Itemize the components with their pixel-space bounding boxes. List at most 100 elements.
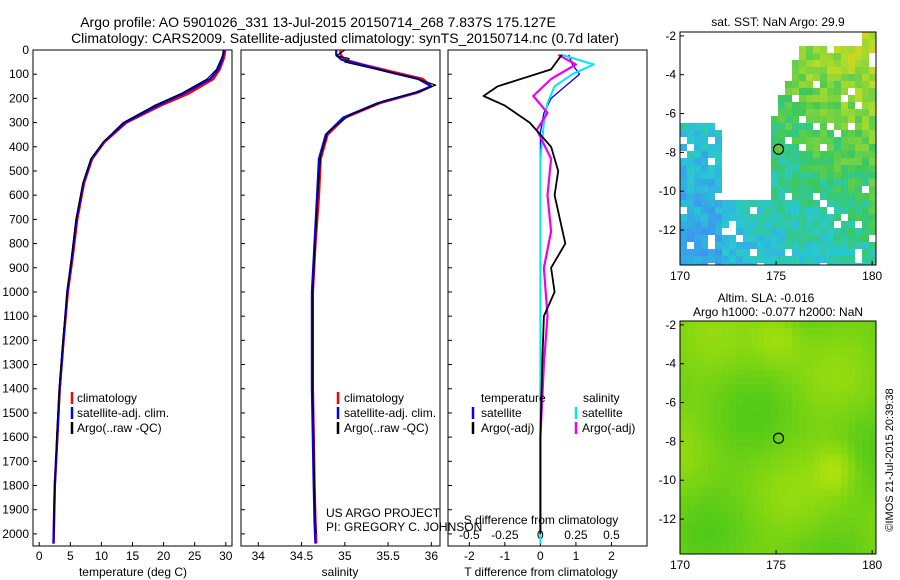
- sla-cell: [757, 475, 764, 482]
- sla-cell: [778, 468, 785, 475]
- sst-cell: [855, 116, 862, 123]
- sla-cell: [813, 447, 820, 454]
- sla-cell: [820, 489, 827, 496]
- sla-cell: [820, 475, 827, 482]
- sla-cell: [750, 447, 757, 454]
- sst-cell: [792, 60, 799, 67]
- sst-cell: [778, 186, 785, 193]
- sla-cell: [750, 356, 757, 363]
- sla-cell: [855, 461, 862, 468]
- sla-cell: [757, 447, 764, 454]
- sst-cell: [694, 144, 701, 151]
- sst-cell: [708, 193, 715, 200]
- sst-cell: [708, 172, 715, 179]
- sla-cell: [687, 531, 694, 538]
- sst-cell: [834, 249, 841, 256]
- sla-cell: [848, 552, 855, 554]
- sst-cell: [869, 165, 876, 172]
- sla-cell: [813, 475, 820, 482]
- sla-cell: [820, 496, 827, 503]
- sla-cell: [848, 349, 855, 356]
- sla-cell: [827, 461, 834, 468]
- sst-cell: [757, 249, 764, 256]
- sla-cell: [722, 419, 729, 426]
- sst-cell: [680, 193, 687, 200]
- sla-cell: [771, 398, 778, 405]
- sst-cell: [792, 130, 799, 137]
- sla-cell: [736, 349, 743, 356]
- sla-cell: [799, 433, 806, 440]
- sla-cell: [778, 545, 785, 552]
- sla-cell: [806, 475, 813, 482]
- sst-cell: [778, 158, 785, 165]
- sla-cell: [701, 398, 708, 405]
- sst-cell: [820, 81, 827, 88]
- sla-cell: [736, 538, 743, 545]
- sla-cell: [820, 405, 827, 412]
- y-tick-label: -4: [665, 357, 676, 371]
- sst-cell: [680, 158, 687, 165]
- sla-cell: [771, 510, 778, 517]
- sla-cell: [743, 349, 750, 356]
- sst-cell: [708, 200, 715, 207]
- sst-cell: [862, 151, 869, 158]
- sst-cell: [757, 214, 764, 221]
- sla-cell: [834, 503, 841, 510]
- sla-cell: [820, 545, 827, 552]
- sla-cell: [750, 370, 757, 377]
- sla-cell: [827, 482, 834, 489]
- sla-cell: [771, 342, 778, 349]
- sst-cell: [680, 235, 687, 242]
- sla-cell: [820, 440, 827, 447]
- sst-cell: [785, 144, 792, 151]
- sla-cell: [757, 433, 764, 440]
- sst-cell: [869, 172, 876, 179]
- sst-cell: [855, 46, 862, 53]
- sla-cell: [680, 335, 687, 342]
- sst-cell: [806, 193, 813, 200]
- sla-cell: [785, 447, 792, 454]
- sst-cell: [792, 88, 799, 95]
- sla-cell: [778, 321, 785, 328]
- sla-cell: [778, 538, 785, 545]
- sla-cell: [729, 503, 736, 510]
- sla-cell: [813, 489, 820, 496]
- sst-cell: [694, 172, 701, 179]
- sst-cell: [827, 214, 834, 221]
- sla-cell: [722, 356, 729, 363]
- sla-cell: [722, 538, 729, 545]
- sla-cell: [820, 363, 827, 370]
- sla-cell: [701, 335, 708, 342]
- sst-cell: [848, 207, 855, 214]
- sla-cell: [841, 489, 848, 496]
- s-argo-diff-line: [532, 53, 578, 534]
- sst-cell: [708, 151, 715, 158]
- sla-cell: [750, 412, 757, 419]
- sst-cell: [701, 123, 708, 130]
- sla-cell: [729, 454, 736, 461]
- sst-cell: [855, 186, 862, 193]
- sla-cell: [806, 398, 813, 405]
- y-tick-label: 2000: [2, 527, 29, 541]
- sst-cell: [827, 116, 834, 123]
- sla-cell: [771, 475, 778, 482]
- sst-cell: [785, 228, 792, 235]
- sst-cell: [820, 214, 827, 221]
- sla-cell: [813, 405, 820, 412]
- sst-cell: [813, 179, 820, 186]
- sla-cell: [799, 384, 806, 391]
- sst-cell: [694, 186, 701, 193]
- sla-cell: [820, 349, 827, 356]
- sst-cell: [806, 263, 813, 265]
- sla-cell: [701, 356, 708, 363]
- sla-cell: [869, 524, 876, 531]
- sst-cell: [848, 200, 855, 207]
- sst-cell: [820, 207, 827, 214]
- sla-cell: [715, 440, 722, 447]
- sla-cell: [687, 391, 694, 398]
- sla-cell: [694, 510, 701, 517]
- sla-cell: [799, 426, 806, 433]
- sla-cell: [729, 524, 736, 531]
- sla-cell: [841, 426, 848, 433]
- sla-cell: [750, 475, 757, 482]
